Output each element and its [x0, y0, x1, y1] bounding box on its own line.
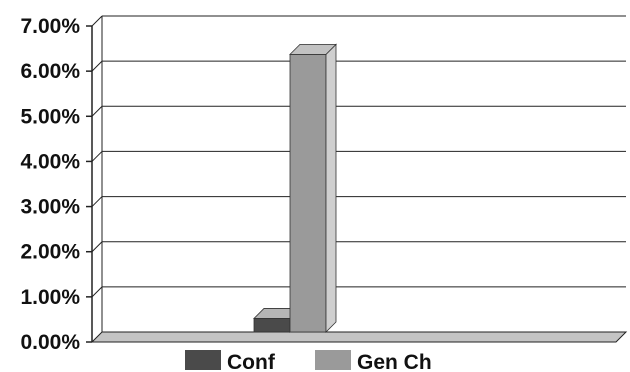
gridline-side	[91, 196, 103, 207]
y-tick-label: 2.00%	[20, 241, 80, 264]
chart-floor	[90, 331, 628, 343]
bars-layer	[253, 43, 337, 333]
y-tick-label: 6.00%	[20, 60, 80, 83]
bar-gen-ch	[289, 43, 337, 333]
legend-label-conf: Conf	[227, 351, 276, 372]
legend-label-gen-ch: Gen Ch	[357, 351, 432, 372]
bar-top-gen-ch	[289, 43, 337, 55]
gridline-side	[91, 286, 103, 298]
gridline-side	[91, 15, 103, 27]
y-tick-label: 1.00%	[20, 286, 80, 309]
bar-side-gen-ch	[325, 43, 337, 333]
y-axis: 0.00% 1.00% 2.00% 3.00% 4.00% 5.00% 6.00% 7.00%	[20, 15, 93, 354]
legend-item-conf: Conf	[185, 350, 276, 372]
gridline-side	[91, 60, 103, 72]
bar-front-conf	[253, 318, 291, 333]
legend-swatch-gen-ch	[315, 350, 351, 370]
legend-swatch-conf	[185, 350, 221, 370]
grid-layer	[90, 15, 628, 343]
y-tick-label: 7.00%	[20, 15, 80, 38]
y-tick-label: 3.00%	[20, 196, 80, 219]
legend-item-gen-ch: Gen Ch	[315, 350, 432, 372]
y-tick-label: 0.00%	[20, 331, 80, 354]
gridline-side	[91, 151, 103, 162]
bar-front-gen-ch	[289, 53, 327, 333]
gridline-side	[91, 241, 103, 253]
y-tick-label: 5.00%	[20, 105, 80, 128]
legend: Conf Gen Ch	[185, 350, 432, 372]
y-tick-label: 4.00%	[20, 150, 80, 173]
gridline-side	[91, 105, 103, 117]
